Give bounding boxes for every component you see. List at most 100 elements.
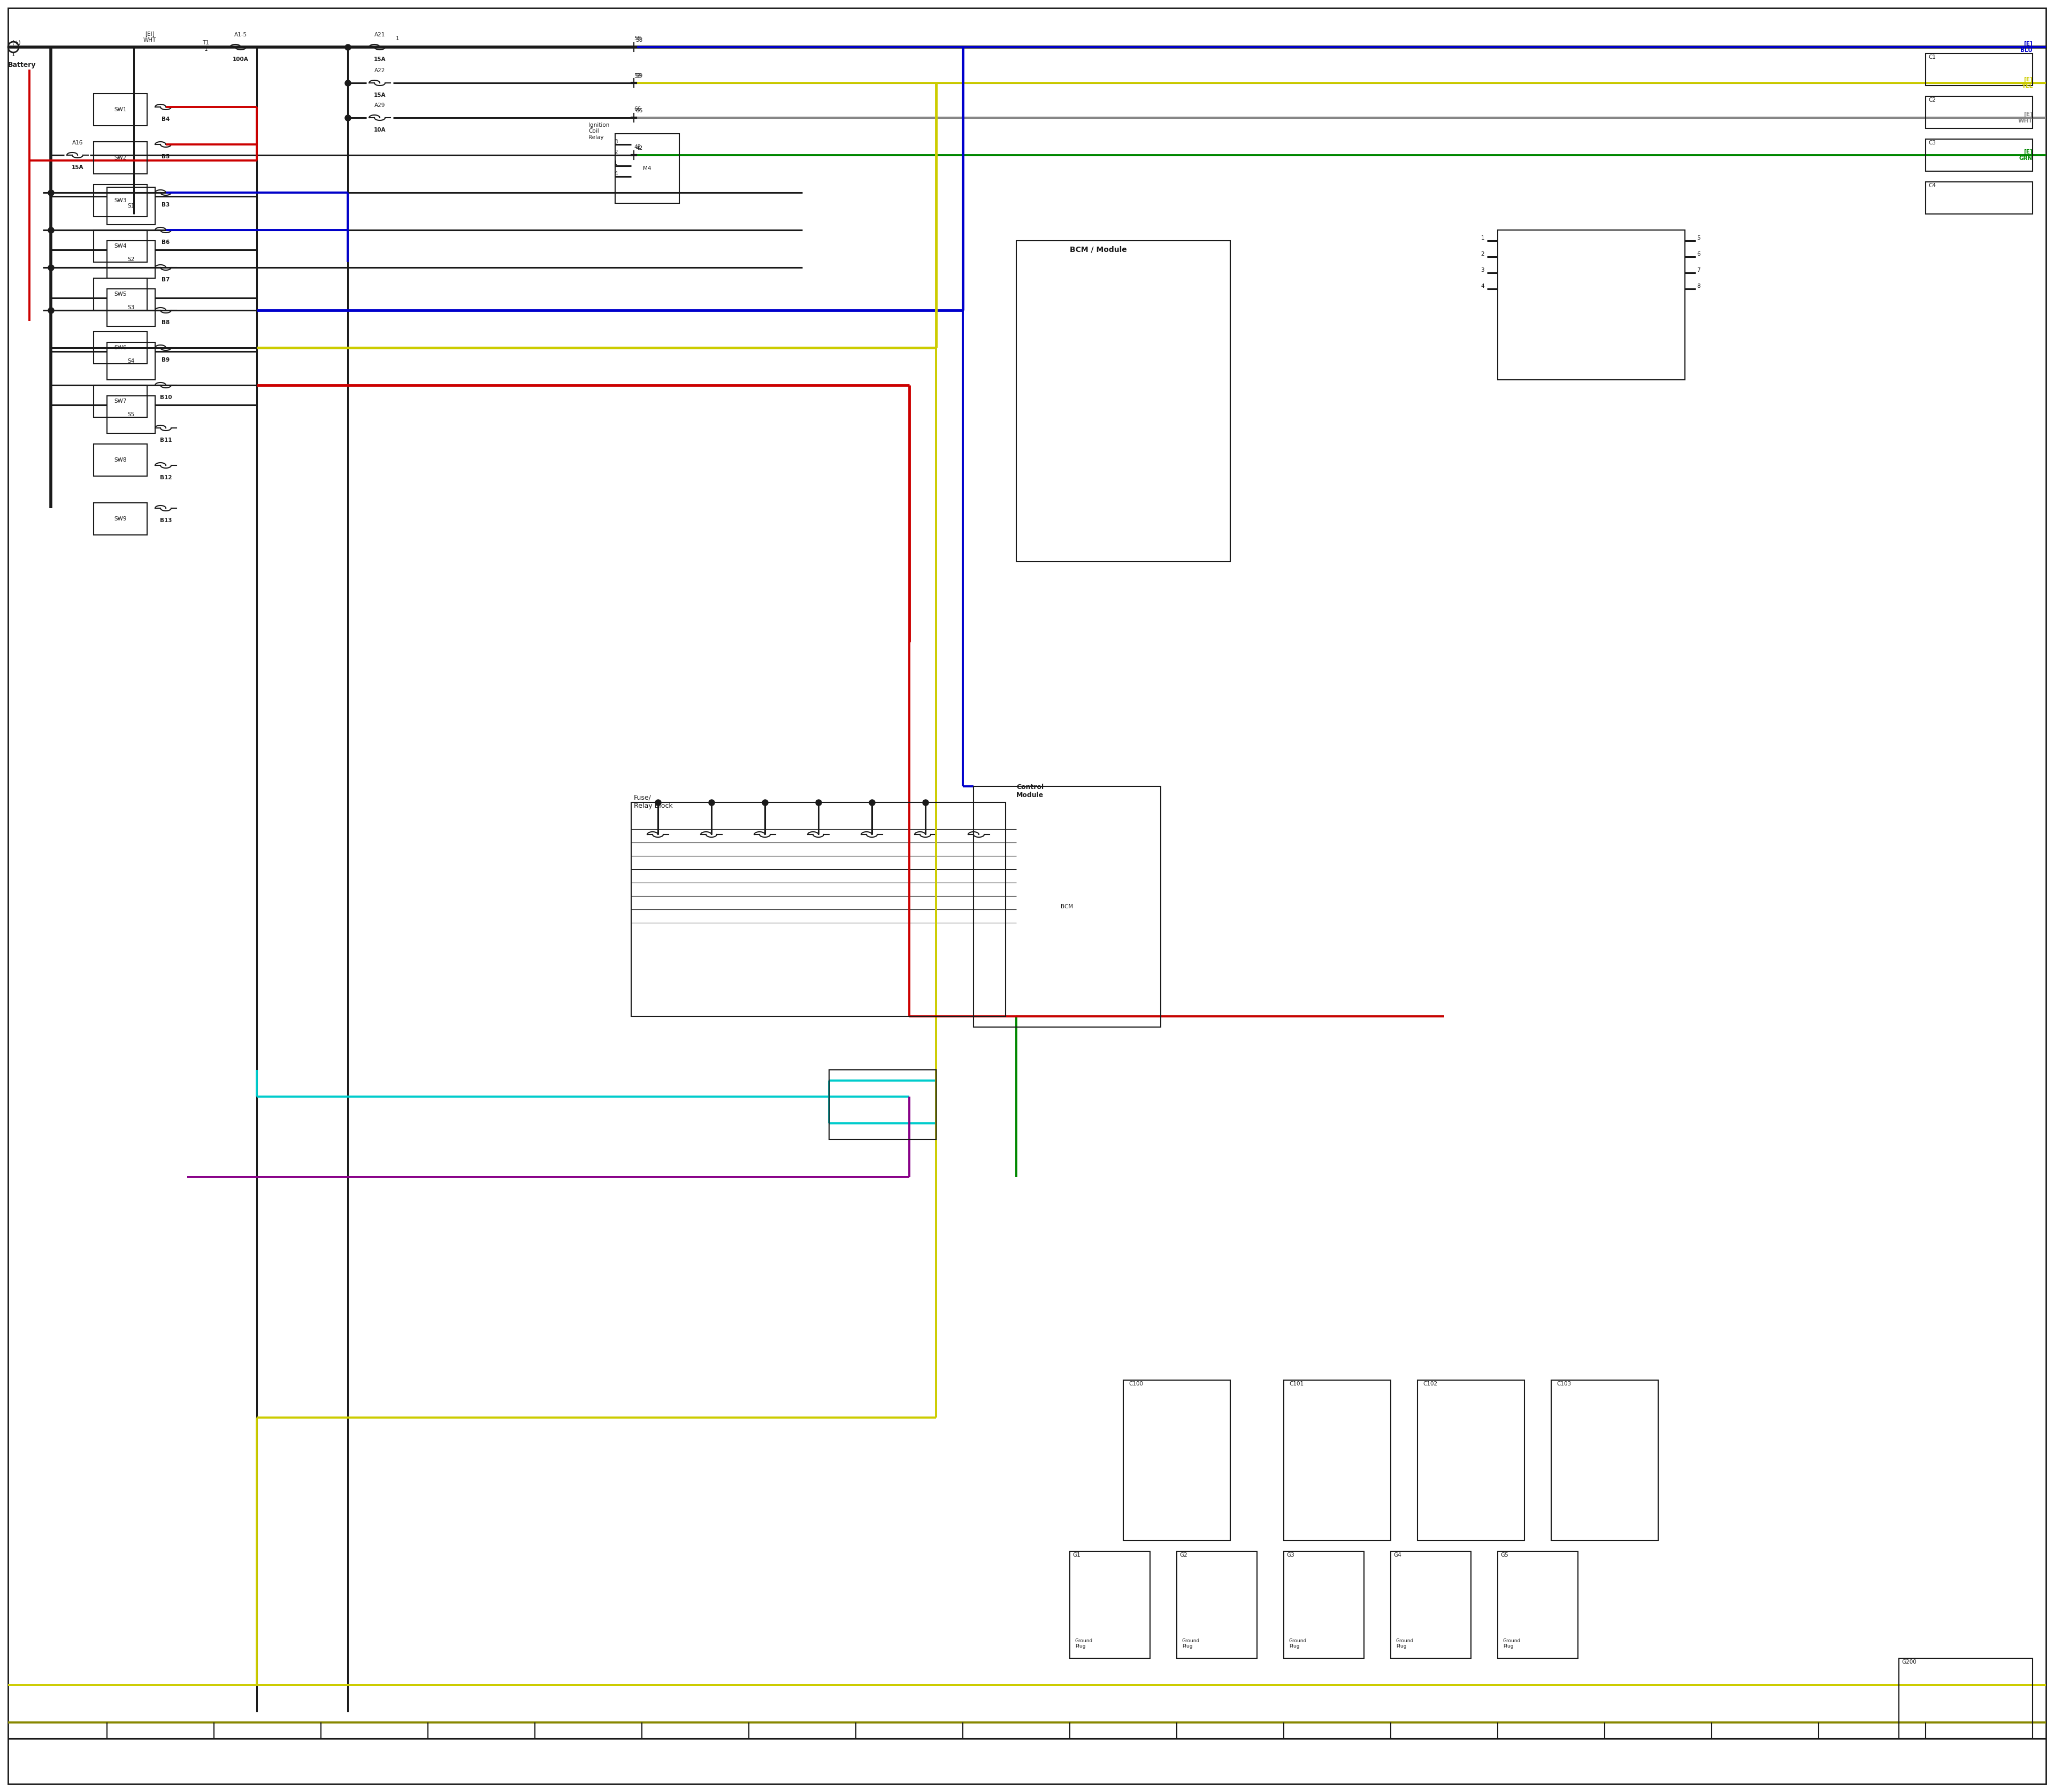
Text: A29: A29 [374, 102, 386, 108]
Text: 1: 1 [614, 161, 618, 167]
Text: B10: B10 [160, 394, 173, 400]
Text: M4: M4 [643, 167, 651, 172]
Bar [1927, 54, 2033, 86]
Text: 1: 1 [1481, 235, 1485, 240]
Bar [107, 289, 156, 326]
Text: 15A: 15A [72, 165, 84, 170]
Bar [1391, 1552, 1471, 1658]
Text: S3: S3 [127, 305, 136, 310]
Text: [El]
WHT: [El] WHT [144, 30, 156, 43]
Text: SW3: SW3 [115, 197, 127, 202]
Bar [1284, 1380, 1391, 1541]
Text: 7: 7 [1697, 267, 1701, 272]
Text: B8: B8 [162, 321, 170, 324]
Bar [1927, 140, 2033, 172]
Text: Control
Module: Control Module [1017, 783, 1043, 799]
Bar [107, 240, 156, 278]
Text: [E]
WHT: [E] WHT [2017, 111, 2033, 124]
Text: B5: B5 [162, 154, 170, 159]
Text: [E]
GRN: [E] GRN [2019, 149, 2033, 161]
Text: BCM: BCM [1062, 903, 1074, 909]
Bar [1070, 1552, 1150, 1658]
Text: 66: 66 [635, 108, 643, 113]
Bar [631, 803, 1006, 1016]
Text: S5: S5 [127, 412, 136, 418]
Text: B7: B7 [162, 278, 170, 283]
Text: 2: 2 [614, 151, 618, 156]
Bar [94, 278, 148, 310]
Text: SW6: SW6 [115, 346, 127, 351]
Text: 2: 2 [1481, 251, 1485, 256]
Text: 6: 6 [1697, 251, 1701, 256]
Text: 3: 3 [1481, 267, 1485, 272]
Bar [94, 142, 148, 174]
Text: SW7: SW7 [115, 398, 127, 403]
Text: G2: G2 [1179, 1552, 1187, 1557]
Text: G3: G3 [1286, 1552, 1294, 1557]
Text: B4: B4 [162, 116, 170, 122]
Text: Ground
Plug: Ground Plug [1183, 1638, 1200, 1649]
Text: Battery: Battery [8, 61, 37, 68]
Text: S2: S2 [127, 256, 136, 262]
Text: C1: C1 [1929, 54, 1935, 59]
Text: C102: C102 [1423, 1382, 1438, 1387]
Text: 10A: 10A [374, 127, 386, 133]
Text: 58: 58 [635, 38, 643, 43]
Text: A16: A16 [72, 140, 82, 145]
Bar [1927, 97, 2033, 129]
Text: 4: 4 [614, 172, 618, 177]
Text: B11: B11 [160, 437, 173, 443]
Text: B3: B3 [162, 202, 170, 208]
Text: 1: 1 [12, 52, 14, 57]
Text: G4: G4 [1393, 1552, 1401, 1557]
Text: C2: C2 [1929, 97, 1935, 102]
Text: 3: 3 [614, 140, 618, 145]
Text: Ground
Plug: Ground Plug [1397, 1638, 1413, 1649]
Text: S1: S1 [127, 202, 136, 208]
Bar [1017, 240, 1230, 561]
Text: (+): (+) [12, 39, 21, 45]
Bar [1927, 181, 2033, 213]
Text: 58: 58 [635, 36, 641, 41]
Bar [1497, 1552, 1577, 1658]
Text: A1-5: A1-5 [234, 32, 246, 38]
Bar [974, 787, 1161, 1027]
Text: 15A: 15A [374, 57, 386, 63]
Bar [94, 332, 148, 364]
Text: 15A: 15A [374, 93, 386, 99]
Text: G200: G200 [1902, 1659, 1916, 1665]
Text: BCM / Module: BCM / Module [1070, 246, 1128, 253]
Text: SW4: SW4 [115, 244, 127, 249]
Bar [107, 186, 156, 224]
Bar [94, 385, 148, 418]
Bar [94, 185, 148, 217]
Text: C103: C103 [1557, 1382, 1571, 1387]
Bar [1551, 1380, 1658, 1541]
Text: 42: 42 [635, 145, 641, 151]
Text: SW1: SW1 [115, 108, 127, 113]
Text: 4: 4 [1481, 283, 1485, 289]
Text: G1: G1 [1072, 1552, 1080, 1557]
Text: A22: A22 [374, 68, 386, 73]
Bar [830, 1070, 937, 1140]
Text: 59: 59 [635, 73, 641, 79]
Text: Ground
Plug: Ground Plug [1290, 1638, 1306, 1649]
Text: C101: C101 [1290, 1382, 1304, 1387]
Bar [614, 134, 680, 202]
Text: B6: B6 [162, 240, 170, 246]
Text: 1: 1 [396, 36, 398, 41]
Bar [94, 504, 148, 536]
Text: 66: 66 [635, 106, 641, 111]
Text: [E]
YEL: [E] YEL [2021, 77, 2033, 90]
Text: T1
1: T1 1 [203, 41, 210, 52]
Bar [1284, 1552, 1364, 1658]
Text: SW5: SW5 [115, 292, 127, 297]
Text: SW8: SW8 [115, 457, 127, 462]
Text: [E]
BLU: [E] BLU [2021, 41, 2033, 54]
Text: 59: 59 [635, 73, 643, 79]
Bar [94, 229, 148, 262]
Text: SW9: SW9 [115, 516, 127, 521]
Bar [1417, 1380, 1524, 1541]
Text: C100: C100 [1128, 1382, 1144, 1387]
Text: B12: B12 [160, 475, 173, 480]
